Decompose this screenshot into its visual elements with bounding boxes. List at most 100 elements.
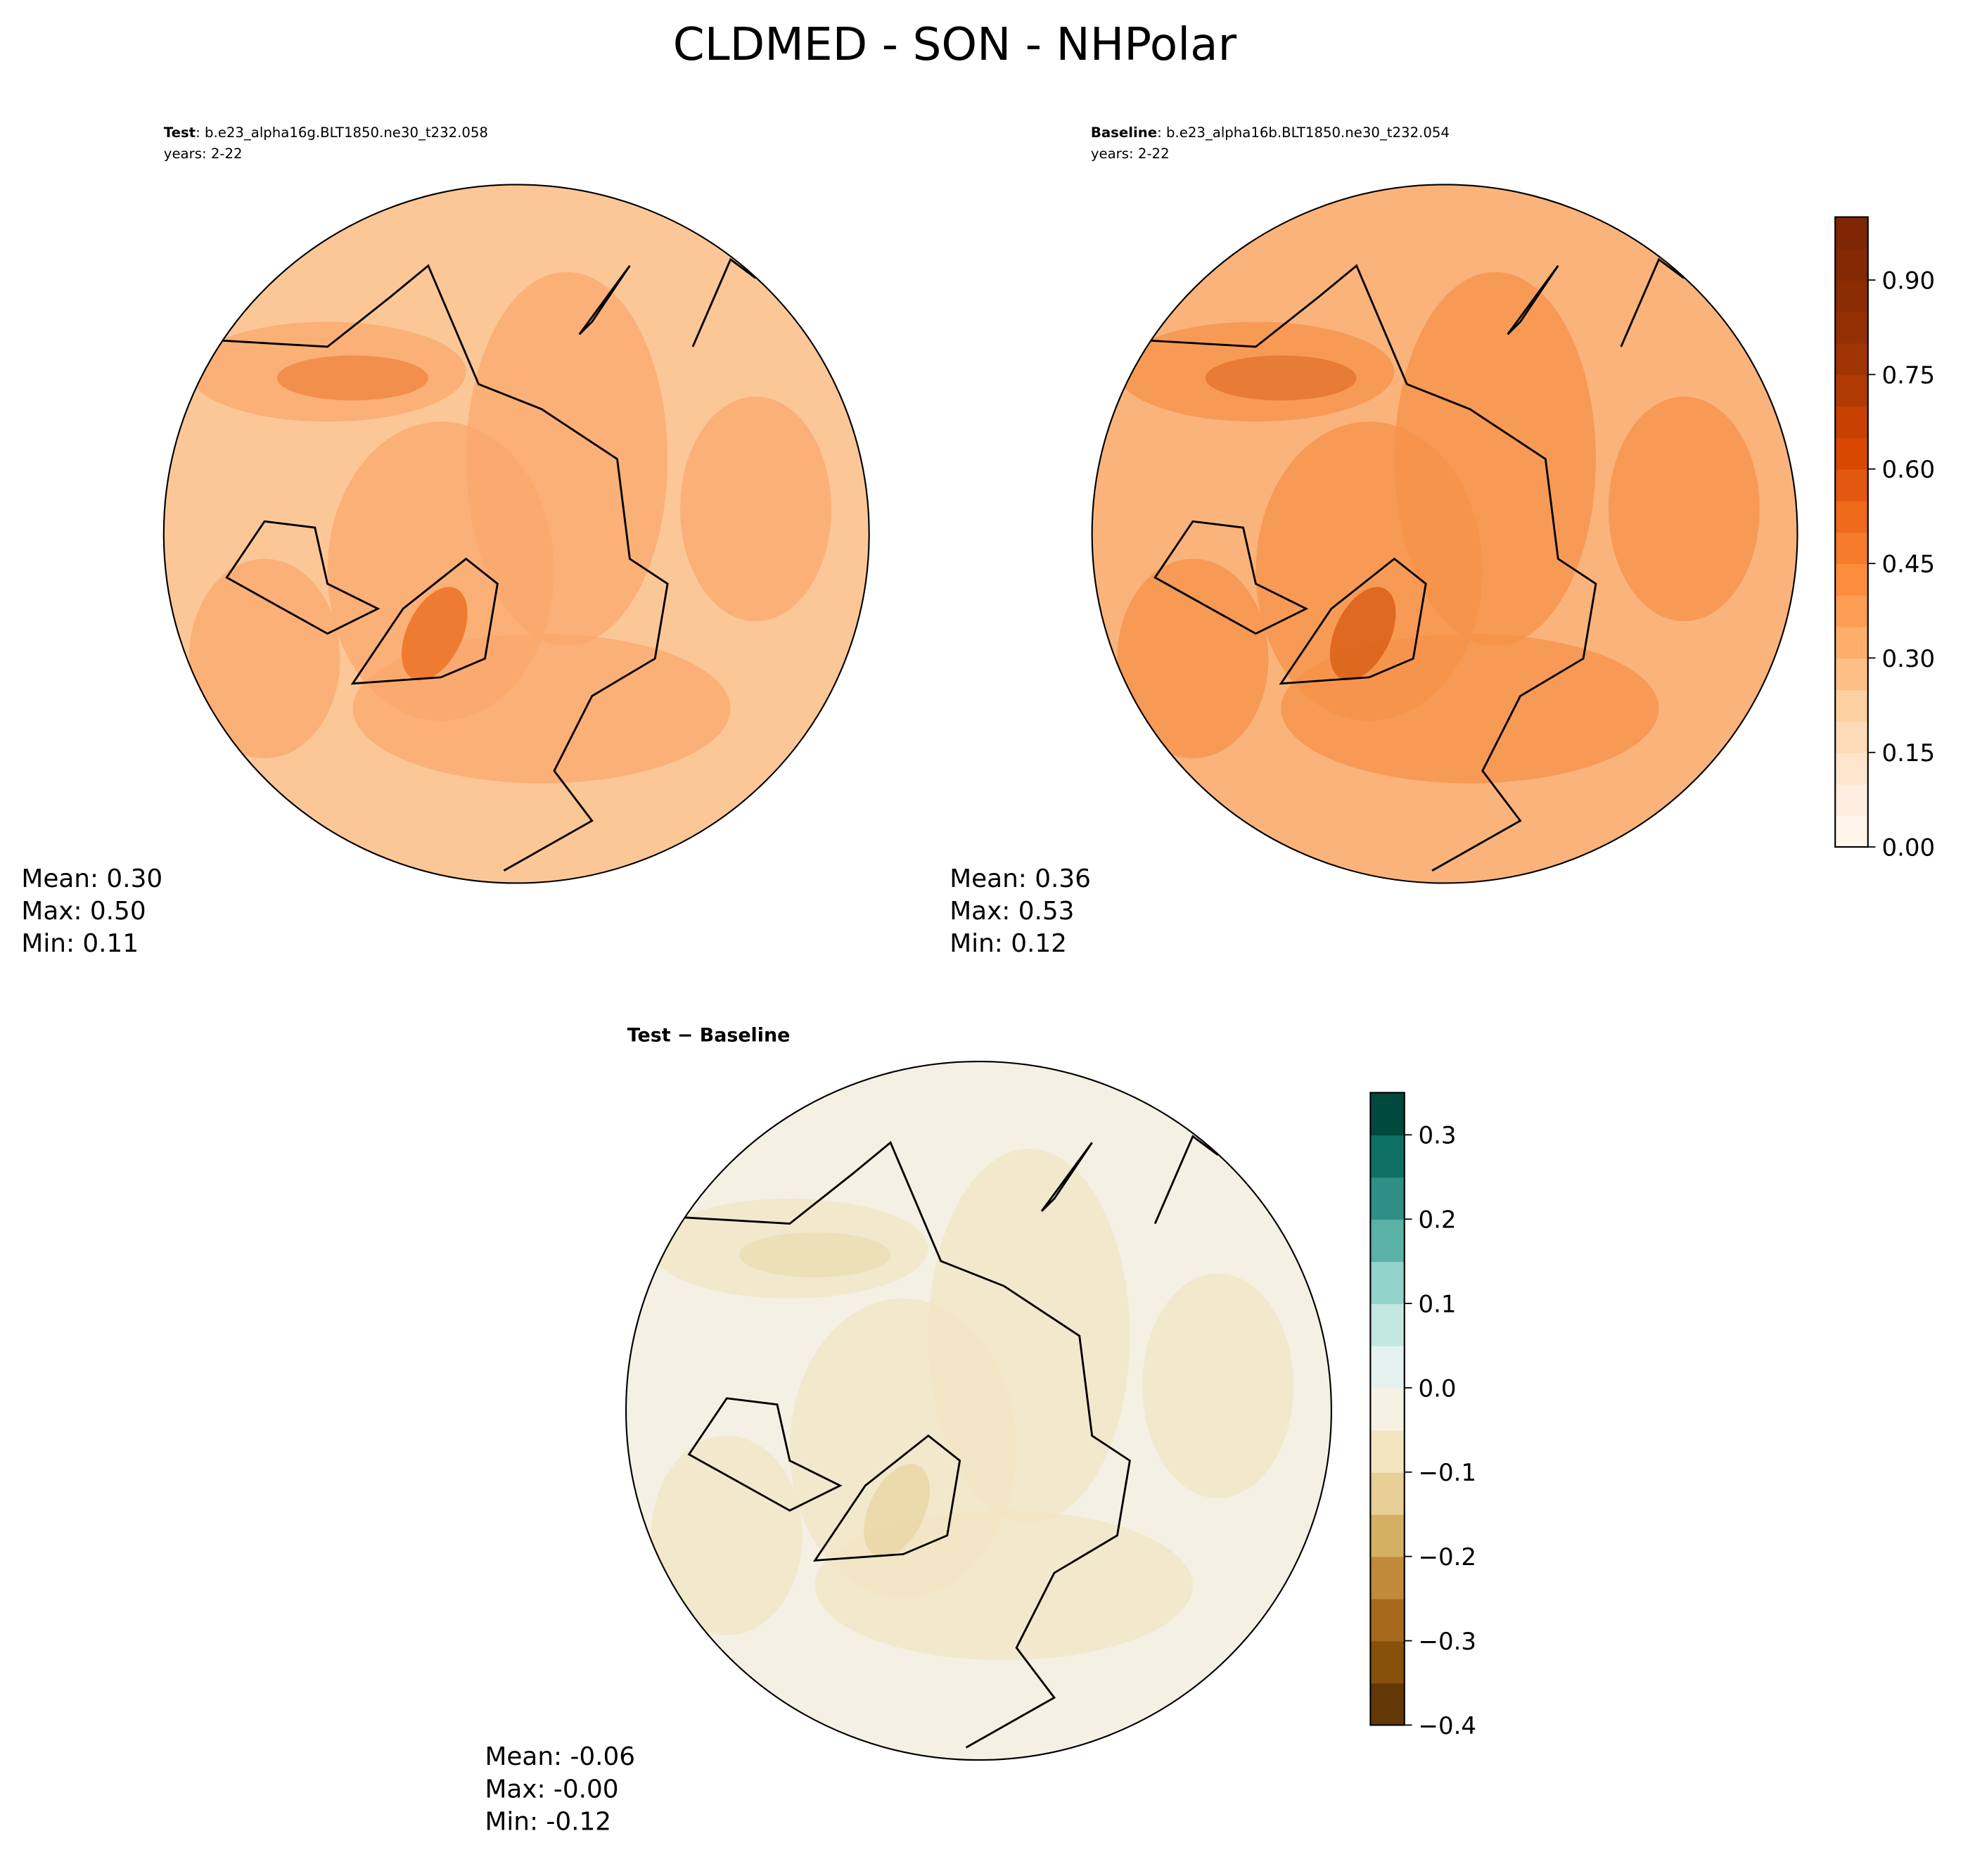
coastline — [1507, 264, 1559, 336]
colorbar-band — [1370, 1429, 1405, 1473]
colorbar-band — [1835, 626, 1868, 659]
field-patch — [188, 559, 340, 759]
polar-map: Test: b.e23_alpha16g.BLT1850.ne30_t232.0… — [21, 125, 870, 958]
stat-line: Max: 0.50 — [21, 897, 146, 926]
colorbar-band — [1835, 217, 1868, 250]
field-patch — [680, 396, 831, 622]
coastline — [1279, 557, 1427, 685]
panel-years: years: 2-22 — [164, 146, 243, 162]
colorbar-tick-label: 0.00 — [1881, 834, 1935, 862]
map-outline — [1091, 184, 1798, 884]
colorbar-tick-label: 0.2 — [1418, 1206, 1456, 1234]
panel-case: : b.e23_alpha16g.BLT1850.ne30_t232.058 — [196, 125, 488, 141]
field-peak — [864, 1464, 930, 1557]
field-peak — [1329, 587, 1396, 681]
colorbar-band — [1835, 248, 1868, 281]
stat-line: Max: 0.53 — [950, 897, 1074, 926]
colorbar-band — [1835, 280, 1868, 312]
colorbar-tick-label: 0.90 — [1881, 267, 1935, 295]
colorbar-band — [1370, 1092, 1405, 1136]
field-patch — [1142, 1273, 1294, 1498]
coastline — [1149, 264, 1597, 872]
colorbar-band — [1835, 594, 1868, 627]
colorbar-frame — [1369, 1092, 1405, 1726]
colorbar-band — [1835, 468, 1868, 502]
field-peak — [402, 587, 468, 681]
panel-title: Test − Baseline — [627, 1025, 790, 1047]
stat-line: Min: -0.12 — [485, 1808, 611, 1837]
field-patch — [1394, 272, 1596, 646]
colorbar-band — [1370, 1387, 1405, 1431]
field-peak — [739, 1232, 891, 1277]
coastline — [1620, 257, 1685, 347]
colorbar-band — [1370, 1303, 1405, 1346]
colorbar-band — [1370, 1177, 1405, 1220]
colorbar-band — [1370, 1135, 1405, 1178]
polar-map: Baseline: b.e23_alpha16b.BLT1850.ne30_t2… — [950, 125, 1935, 958]
map-outline — [162, 184, 870, 884]
coastline — [1040, 1142, 1093, 1212]
colorbar-band — [1835, 406, 1868, 438]
field-patch — [651, 1436, 803, 1635]
colorbar-band — [1370, 1261, 1405, 1304]
colorbar-band — [1835, 815, 1868, 848]
stat-line: Mean: -0.06 — [485, 1742, 635, 1771]
colorbar-tick-label: 0.45 — [1881, 551, 1935, 578]
colorbar-frame — [1834, 216, 1869, 848]
panel-case: : b.e23_alpha16b.BLT1850.ne30_t232.054 — [1157, 125, 1450, 141]
colorbar-band — [1370, 1514, 1405, 1557]
polar-map: Test − Baseline Mean: -0.06 Max: -0.00 Min:… — [485, 1025, 1476, 1837]
panel-title: Baseline: b.e23_alpha16b.BLT1850.ne30_t2… — [1091, 125, 1450, 141]
colorbar-band — [1370, 1346, 1405, 1389]
colorbar-band — [1835, 784, 1868, 817]
stat-line: Max: -0.00 — [485, 1775, 618, 1804]
field-patch — [1608, 396, 1760, 622]
panel-label: Baseline — [1091, 125, 1157, 141]
colorbar-band — [1835, 437, 1868, 470]
field-peak — [276, 355, 428, 401]
colorbar-tick-label: 0.0 — [1418, 1375, 1456, 1403]
map-outline — [625, 1060, 1332, 1761]
colorbar-band — [1370, 1683, 1405, 1726]
field-patch — [1117, 559, 1269, 759]
coastline — [1153, 520, 1309, 635]
coastline — [812, 1434, 961, 1562]
colorbar-band — [1835, 374, 1868, 407]
coastline — [220, 264, 669, 872]
stat-line: Min: 0.12 — [950, 929, 1067, 958]
field-patch — [466, 272, 668, 646]
stat-line: Mean: 0.36 — [950, 864, 1091, 893]
coastline — [691, 257, 757, 347]
field-peak — [1205, 355, 1357, 401]
colorbar-band — [1835, 343, 1868, 376]
colorbar-band — [1835, 720, 1868, 753]
colorbar-tick-label: −0.3 — [1418, 1628, 1476, 1655]
panel-years: years: 2-22 — [1091, 146, 1170, 162]
field-patch — [814, 1510, 1193, 1661]
figure-title: CLDMED - SON - NHPolar — [673, 18, 1237, 71]
colorbar-tick-label: 0.75 — [1881, 362, 1935, 389]
colorbar-band — [1835, 500, 1868, 533]
stat-line: Min: 0.11 — [21, 929, 139, 958]
colorbar-tick-label: 0.60 — [1881, 456, 1935, 483]
map-fill — [1092, 184, 1798, 883]
map-fill — [163, 184, 869, 883]
coastline — [225, 520, 381, 635]
coastline — [1153, 1135, 1219, 1225]
colorbar-band — [1835, 311, 1868, 344]
colorbar-tick-label: 0.1 — [1418, 1291, 1456, 1318]
field-patch — [352, 633, 731, 784]
field-patch — [928, 1149, 1130, 1524]
stat-line: Mean: 0.30 — [21, 864, 162, 893]
colorbar-band — [1835, 689, 1868, 722]
field-patch — [1281, 633, 1659, 784]
colorbar-tick-label: −0.1 — [1418, 1459, 1476, 1486]
colorbar-tick-label: 0.3 — [1418, 1122, 1456, 1149]
coastline — [682, 1140, 1131, 1749]
colorbar-tick-label: −0.2 — [1418, 1543, 1476, 1571]
colorbar-band — [1370, 1640, 1405, 1684]
colorbar-band — [1835, 752, 1868, 785]
coastline — [687, 1397, 843, 1512]
colorbar-band — [1835, 532, 1868, 564]
panel-title: Test: b.e23_alpha16g.BLT1850.ne30_t232.0… — [164, 125, 488, 141]
